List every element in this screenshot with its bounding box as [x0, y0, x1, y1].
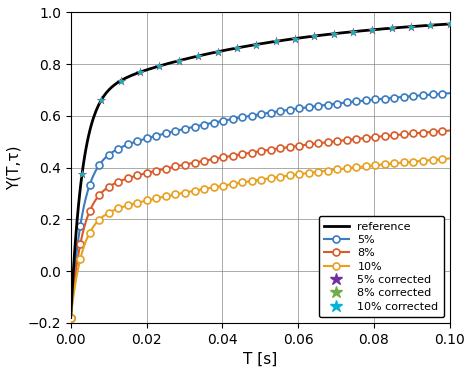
Point — [175, 58, 183, 64]
Point — [175, 58, 183, 64]
Point — [233, 45, 241, 51]
Y-axis label: Y(T,τ): Y(T,τ) — [7, 145, 22, 190]
Point — [330, 31, 337, 37]
Point — [349, 29, 357, 35]
Point — [407, 24, 415, 30]
X-axis label: T [s]: T [s] — [243, 352, 278, 367]
Point — [156, 63, 163, 69]
Point — [156, 63, 163, 69]
Point — [272, 39, 279, 45]
Point — [233, 45, 241, 51]
Point — [98, 97, 105, 103]
Point — [349, 29, 357, 35]
Point — [330, 31, 337, 37]
Point — [407, 24, 415, 30]
Point — [446, 21, 454, 27]
Point — [214, 49, 221, 55]
Point — [427, 22, 434, 28]
Point — [98, 97, 105, 103]
Point — [311, 33, 318, 39]
Point — [194, 53, 202, 59]
Point — [272, 39, 279, 45]
Point — [311, 33, 318, 39]
Point — [214, 49, 221, 55]
Point — [78, 171, 86, 177]
Point — [369, 27, 376, 33]
Point — [214, 49, 221, 55]
Point — [446, 21, 454, 27]
Point — [117, 78, 125, 84]
Point — [253, 42, 260, 47]
Point — [446, 21, 454, 27]
Point — [388, 25, 396, 31]
Point — [253, 42, 260, 47]
Point — [388, 25, 396, 31]
Point — [253, 42, 260, 47]
Point — [291, 36, 299, 42]
Point — [233, 45, 241, 51]
Point — [272, 39, 279, 45]
Point — [98, 97, 105, 103]
Point — [369, 27, 376, 33]
Point — [117, 78, 125, 84]
Point — [194, 53, 202, 59]
Point — [291, 36, 299, 42]
Point — [175, 58, 183, 64]
Point — [78, 171, 86, 177]
Point — [311, 33, 318, 39]
Point — [388, 25, 396, 31]
Point — [427, 22, 434, 28]
Point — [291, 36, 299, 42]
Point — [136, 69, 144, 75]
Point — [369, 27, 376, 33]
Point — [407, 24, 415, 30]
Point — [427, 22, 434, 28]
Point — [136, 69, 144, 75]
Point — [78, 171, 86, 177]
Point — [349, 29, 357, 35]
Point — [136, 69, 144, 75]
Point — [194, 53, 202, 59]
Point — [117, 78, 125, 84]
Legend: reference, 5%, 8%, 10%, 5% corrected, 8% corrected, 10% corrected: reference, 5%, 8%, 10%, 5% corrected, 8%… — [319, 216, 444, 317]
Point — [156, 63, 163, 69]
Point — [330, 31, 337, 37]
